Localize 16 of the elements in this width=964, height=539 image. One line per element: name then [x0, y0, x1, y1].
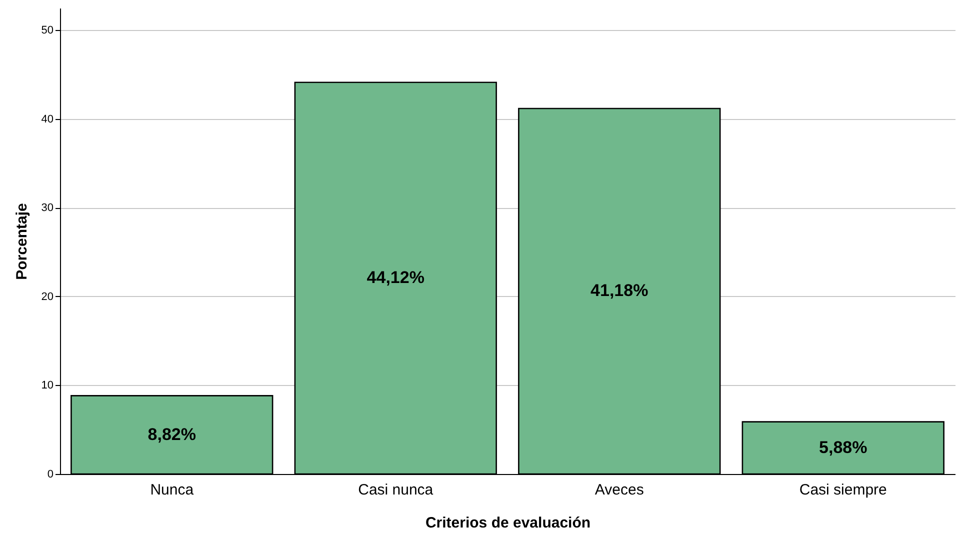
y-tick-label: 30 [41, 202, 54, 214]
x-tick-label: Casi siempre [799, 482, 887, 498]
x-tick-label: Nunca [150, 482, 194, 498]
data-label: 5,88% [819, 438, 868, 457]
y-axis-title: Porcentaje [13, 203, 30, 280]
y-tick-label: 40 [41, 113, 54, 126]
data-label: 8,82% [148, 424, 196, 444]
y-tick-label: 0 [47, 468, 54, 480]
x-tick-label: Aveces [594, 482, 644, 498]
data-label: 44,12% [366, 268, 424, 288]
x-axis-title: Criterios de evaluación [425, 514, 591, 532]
y-tick-label: 20 [41, 290, 54, 303]
data-label: 41,18% [590, 281, 648, 300]
y-tick-label: 10 [41, 380, 54, 392]
x-tick-label: Casi nunca [358, 482, 434, 498]
y-tick-label: 50 [41, 24, 54, 37]
